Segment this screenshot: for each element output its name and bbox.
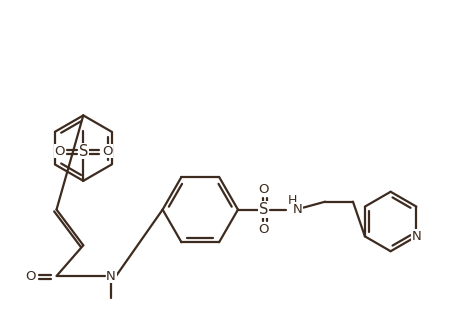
Text: O: O (259, 223, 269, 236)
Text: O: O (54, 145, 65, 158)
Text: N: N (106, 269, 116, 282)
Text: S: S (78, 144, 88, 159)
Text: N: N (411, 230, 421, 243)
Text: O: O (259, 183, 269, 196)
Text: H: H (288, 194, 297, 207)
Text: S: S (259, 202, 269, 217)
Text: O: O (26, 269, 36, 282)
Text: O: O (102, 145, 113, 158)
Text: N: N (292, 203, 302, 216)
